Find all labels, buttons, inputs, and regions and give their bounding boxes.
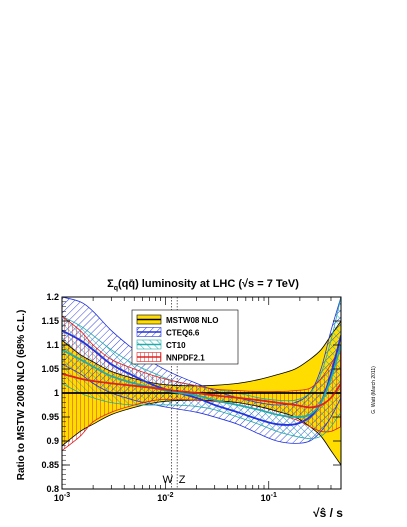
y-tick-label: 1.15 — [41, 316, 59, 326]
nnpdf2-1-upper-edge — [62, 315, 341, 393]
y-tick-label: 0.85 — [41, 460, 59, 470]
x-tick-label: 10-2 — [157, 492, 173, 503]
cteq6-6-lower-edge — [62, 363, 341, 444]
x-tick-label: 10-3 — [54, 492, 70, 503]
nnpdf2-1-lower-edge — [62, 398, 341, 451]
cteq6-6-central-line — [62, 329, 341, 426]
mstw08-nlo-upper-edge — [62, 320, 341, 387]
y-tick-label: 0.8 — [46, 484, 59, 494]
y-tick-label: 1.1 — [46, 340, 59, 350]
cteq6-6-legend-label: CTEQ6.6 — [166, 329, 200, 338]
x-tick-label: 10-1 — [261, 492, 277, 503]
y-axis-label: Ratio to MSTW 2008 NLO (68% C.L.) — [16, 310, 27, 481]
nnpdf2-1-central-line — [62, 372, 341, 409]
y-tick-label: 0.95 — [41, 412, 59, 422]
y-tick-label: 1 — [54, 388, 59, 398]
y-tick-label: 0.9 — [46, 436, 59, 446]
chart-legend: MSTW08 NLO CTEQ6.6 CT10 NNPDF2.1 — [131, 309, 239, 365]
nnpdf2-1-legend-label: NNPDF2.1 — [166, 354, 205, 363]
mstw08-nlo-legend-label: MSTW08 NLO — [166, 316, 218, 325]
y-tick-label: 1.2 — [46, 292, 59, 302]
chart-title: Σq(qq̄) luminosity at LHC (√s = 7 TeV) — [107, 278, 299, 292]
cteq6-6-upper-edge — [62, 297, 341, 406]
w-marker-label: W — [162, 474, 173, 486]
x-axis-label: √ŝ / s — [313, 506, 343, 520]
y-tick-label: 1.05 — [41, 364, 59, 374]
ct10-legend-label: CT10 — [166, 341, 186, 350]
ct10-lower-edge — [62, 383, 341, 440]
z-marker-label: Z — [179, 474, 186, 486]
author-credit: G. Watt (March 2011) — [371, 366, 377, 414]
ct10-central-line — [62, 344, 341, 418]
